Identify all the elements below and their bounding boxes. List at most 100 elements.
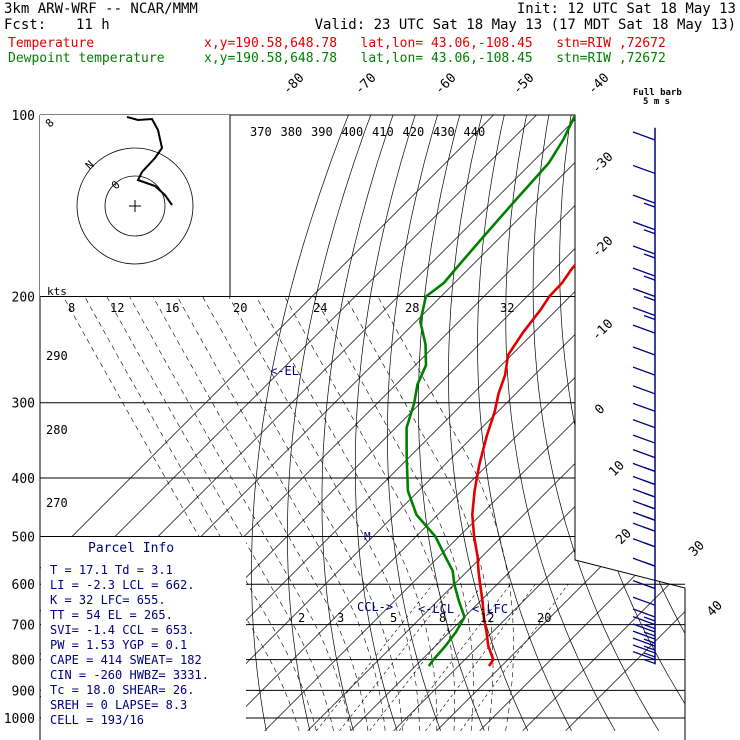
wind-barb xyxy=(643,542,656,548)
mixing-ratio-line xyxy=(369,584,484,731)
isotherm-line xyxy=(393,115,685,732)
dry-adiabat-line xyxy=(251,115,360,731)
barb-key-units: 5 m s xyxy=(643,97,670,107)
moist-adiabat-line xyxy=(63,296,300,731)
moist-adiabat-line xyxy=(84,296,317,731)
parcel-info-title: Parcel Info xyxy=(88,541,174,556)
moist-adiabat-line xyxy=(228,296,420,731)
theta-label: 370 xyxy=(250,125,272,139)
isotherm-line xyxy=(40,115,522,732)
moist-adiabat-line xyxy=(177,296,386,731)
mixing-ratio-label: 2 xyxy=(298,611,305,625)
wind-barb xyxy=(632,267,656,277)
parcel-info-row: CAPE = 414 SWEAT= 182 xyxy=(50,653,202,667)
wind-barb xyxy=(632,449,656,459)
wind-barb xyxy=(632,164,656,175)
theta-label: 380 xyxy=(281,125,303,139)
mixing-ratio-label: 16 xyxy=(165,301,179,315)
model-title: 3km ARW-WRF -- NCAR/MMM xyxy=(4,1,198,17)
pressure-tick-label: 900 xyxy=(12,684,35,699)
parcel-info-row: TT = 54 EL = 265. xyxy=(50,608,173,622)
dry-adiabat-line xyxy=(658,115,685,732)
wind-barb xyxy=(643,561,656,567)
wind-barb xyxy=(632,630,656,640)
moist-adiabat-line xyxy=(202,296,403,731)
isotherm-label: -30 xyxy=(589,150,616,177)
wind-barb xyxy=(632,346,656,356)
theta-label: 400 xyxy=(342,125,364,139)
mixing-ratio-line xyxy=(460,584,569,731)
moist-adiabat-line xyxy=(377,296,514,731)
mixing-ratio-line xyxy=(339,584,455,731)
dry-adiabat-line xyxy=(559,115,685,731)
dry-adiabat-line xyxy=(477,115,572,731)
isotherm-line xyxy=(522,115,685,732)
mixing-ratio-line xyxy=(316,584,434,731)
wind-barb xyxy=(632,366,656,376)
hodograph-ring xyxy=(76,147,194,265)
pressure-tick-label: 200 xyxy=(12,291,35,306)
pressure-tick-label: 700 xyxy=(12,619,35,634)
parcel-info-row: PW = 1.53 YGP = 0.1 xyxy=(50,638,187,652)
isotherm-line xyxy=(40,115,565,732)
wind-barb xyxy=(643,466,656,473)
mixing-ratio-label: 12 xyxy=(480,611,494,625)
wind-barb xyxy=(632,324,656,334)
wind-barb xyxy=(643,202,656,208)
m-marker: M xyxy=(364,530,371,543)
isotherm-label: 0 xyxy=(592,402,608,418)
dry-adiabat-line xyxy=(705,87,740,730)
pressure-tick-label: 500 xyxy=(12,530,35,545)
lfc-marker: <-LFC xyxy=(472,602,508,616)
wind-barb xyxy=(632,419,656,429)
dry-adiabat-line xyxy=(418,115,485,731)
pressure-tick-label: 600 xyxy=(12,578,35,593)
parcel-info-row: SVI= -1.4 CCL = 653. xyxy=(50,623,195,637)
wind-barb xyxy=(643,492,656,498)
wind-barb xyxy=(632,402,656,412)
wind-barb xyxy=(632,596,656,606)
wind-barb xyxy=(643,645,656,651)
isotherm-line xyxy=(350,115,685,732)
hodograph-ring xyxy=(104,175,166,237)
isotherm-label: -10 xyxy=(589,317,616,344)
isotherm-label: 20 xyxy=(613,526,635,548)
theta-label: 430 xyxy=(433,125,455,139)
temperature-trace xyxy=(471,115,685,667)
isotherm-line xyxy=(436,115,685,732)
mixing-ratio-label: 28 xyxy=(405,301,419,315)
moist-adiabat-line xyxy=(345,296,494,731)
wind-barb xyxy=(643,314,656,321)
isotherm-line xyxy=(221,115,685,732)
wind-barb xyxy=(632,623,656,633)
dry-adiabat-line xyxy=(610,115,685,732)
wind-barb xyxy=(632,650,656,661)
legend-dewpoint-info: x,y=190.58,648.78 lat,lon= 43.06,-108.45… xyxy=(204,51,666,66)
pressure-tick-label: 300 xyxy=(12,397,35,412)
moist-adiabat-line xyxy=(152,296,369,731)
wind-barb xyxy=(643,295,656,302)
isotherm-line xyxy=(178,115,685,732)
mixing-ratio-label: 12 xyxy=(110,301,124,315)
plot-frame xyxy=(40,114,686,740)
isotherm-line xyxy=(565,115,685,732)
hodograph-trace xyxy=(126,116,173,206)
pressure-tick-label: 1000 xyxy=(4,712,35,727)
parcel-info-row: SREH = 0 LAPSE= 8.3 xyxy=(50,698,187,712)
theta-label: 390 xyxy=(311,125,333,139)
wind-barb xyxy=(643,616,656,622)
dry-adiabat-line xyxy=(387,115,447,731)
isotherm-label: -70 xyxy=(352,71,379,98)
mixing-ratio-label: 20 xyxy=(233,301,247,315)
wind-barb xyxy=(632,221,656,231)
parcel-info-row: K = 32 LFC= 655. xyxy=(50,593,166,607)
parcel-info-row: Tc = 18.0 SHEAR= 26. xyxy=(50,683,195,697)
parcel-info-row: T = 17.1 Td = 3.1 xyxy=(50,563,173,577)
valid-time: Valid: 23 UTC Sat 18 May 13 (17 MDT Sat … xyxy=(314,17,736,33)
parcel-info-row: CELL = 193/16 xyxy=(50,713,144,727)
wind-barb xyxy=(632,287,656,298)
wind-barb xyxy=(643,652,656,658)
pressure-tick-label: 400 xyxy=(12,472,35,487)
parcel-info-box xyxy=(41,537,246,737)
dry-adiabat-line xyxy=(681,115,685,732)
